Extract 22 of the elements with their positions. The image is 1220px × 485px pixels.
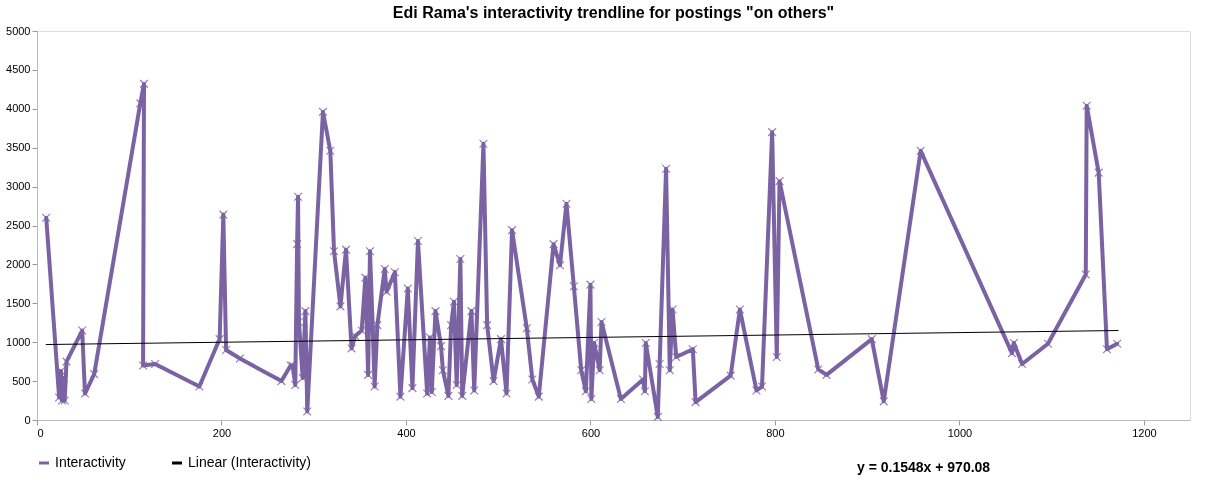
x-tick-label: 1200	[1132, 426, 1157, 439]
legend-label: Interactivity	[55, 454, 126, 470]
y-tick-label: 5000	[6, 24, 31, 37]
chart-title: Edi Rama's interactivity trendline for postings "on others"	[392, 4, 835, 21]
y-tick-label: 4500	[6, 63, 31, 76]
x-tick-label: 600	[581, 426, 601, 439]
y-tick-label: 4000	[6, 102, 31, 115]
y-tick-label: 2500	[6, 219, 31, 231]
y-tick-label: 500	[12, 374, 31, 387]
x-tick-label: 400	[397, 426, 416, 439]
y-tick-label: 3500	[6, 141, 31, 154]
x-tick-label: 800	[766, 426, 785, 439]
x-tick-label: 1000	[947, 426, 973, 439]
x-tick-label: 200	[212, 426, 232, 439]
legend-label: Linear (Interactivity)	[188, 454, 311, 470]
y-tick-label: 0	[24, 413, 31, 426]
y-tick-label: 1500	[6, 296, 31, 309]
y-tick-label: 1000	[6, 335, 31, 348]
y-tick-label: 2000	[6, 257, 31, 270]
x-tick-label: 0	[37, 426, 44, 439]
y-tick-label: 3000	[6, 180, 31, 193]
text: y = 0.1548x + 970.08	[857, 459, 991, 475]
